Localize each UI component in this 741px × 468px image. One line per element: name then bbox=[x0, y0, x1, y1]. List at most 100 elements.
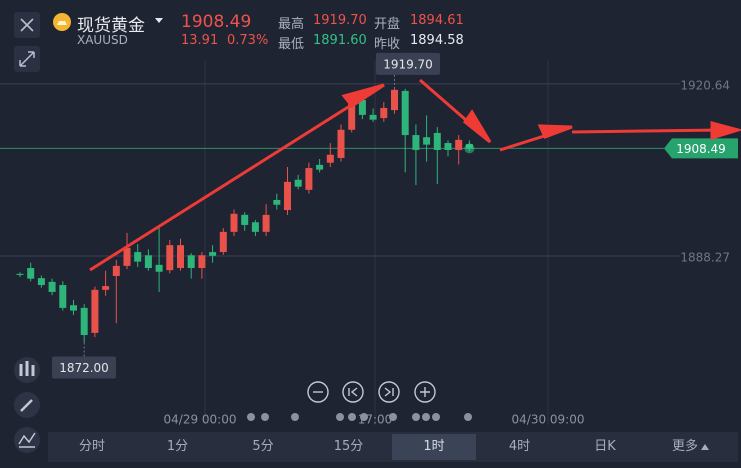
period-tab[interactable]: 1时 bbox=[392, 434, 476, 460]
candle-body bbox=[91, 289, 99, 333]
arrow-line bbox=[571, 128, 723, 134]
y-tick-label: 1888.27 bbox=[680, 250, 730, 264]
candle-body bbox=[401, 90, 409, 136]
period-tab[interactable]: 15分 bbox=[307, 434, 391, 460]
candle-body bbox=[27, 268, 35, 279]
candle-body bbox=[166, 245, 174, 271]
candle-body bbox=[219, 231, 227, 253]
candle-body bbox=[433, 132, 441, 150]
candle-body bbox=[144, 255, 152, 269]
tab-label: 更多 bbox=[671, 439, 698, 454]
instrument-symbol: XAUUSD bbox=[77, 33, 128, 47]
scroll-start-icon bbox=[348, 387, 358, 397]
candle-body bbox=[358, 99, 366, 115]
candle-body bbox=[177, 245, 184, 269]
candle-body bbox=[70, 305, 77, 311]
candle-body bbox=[444, 143, 452, 150]
candle-body bbox=[262, 214, 270, 232]
candle-body bbox=[391, 89, 398, 111]
dot bbox=[389, 413, 397, 421]
last-glow bbox=[464, 143, 475, 154]
candle-body bbox=[412, 135, 420, 150]
candle-body bbox=[337, 129, 345, 158]
candle-body bbox=[187, 255, 195, 269]
candle-body bbox=[230, 213, 238, 232]
candle-body bbox=[380, 107, 388, 119]
zoom-out[interactable] bbox=[307, 381, 329, 403]
stat-label: 开盘 bbox=[374, 17, 401, 32]
candle-body bbox=[59, 285, 67, 308]
dot bbox=[412, 413, 420, 421]
x-tick-label: 04/30 09:00 bbox=[512, 413, 585, 427]
scroll-end[interactable] bbox=[378, 381, 400, 403]
stat-label: 最低 bbox=[278, 37, 305, 52]
candle-body bbox=[251, 222, 259, 232]
candle-body bbox=[80, 307, 88, 336]
period-tab[interactable]: 5分 bbox=[221, 434, 305, 460]
stat-value: 1891.60 bbox=[313, 33, 367, 48]
trend-arrows bbox=[89, 78, 741, 272]
candle-body bbox=[155, 264, 163, 272]
zoom-controls bbox=[307, 381, 436, 403]
candle-body bbox=[123, 247, 131, 266]
dot bbox=[432, 413, 440, 421]
candle-body bbox=[16, 273, 24, 275]
stat-value: 1894.61 bbox=[410, 13, 464, 28]
period-tab[interactable]: 1分 bbox=[136, 434, 220, 460]
tab-label: 4时 bbox=[508, 439, 531, 454]
low-tag bbox=[52, 356, 116, 379]
candle-body bbox=[48, 281, 56, 292]
candle-body bbox=[294, 179, 302, 187]
tab-label: 分时 bbox=[78, 439, 105, 454]
last-price-tag bbox=[664, 138, 738, 159]
dropdown-caret[interactable] bbox=[155, 18, 163, 23]
candle-body bbox=[198, 255, 206, 269]
dot bbox=[348, 413, 356, 421]
arrow-line bbox=[89, 90, 373, 272]
zoom-in[interactable] bbox=[414, 381, 436, 403]
tab-label: 日K bbox=[594, 439, 616, 454]
scroll-end-icon bbox=[384, 387, 394, 397]
dot bbox=[336, 413, 344, 421]
dot bbox=[291, 413, 299, 421]
period-tab[interactable]: 4时 bbox=[478, 434, 562, 460]
y-tick-label: 1920.64 bbox=[680, 78, 730, 92]
candle-body bbox=[241, 214, 249, 225]
candle-body bbox=[102, 286, 110, 290]
candle-body bbox=[134, 252, 142, 262]
zoom-in-icon bbox=[420, 387, 430, 397]
indicator-icon bbox=[19, 361, 35, 376]
candle-body bbox=[369, 114, 377, 120]
period-tab[interactable]: 日K bbox=[563, 434, 647, 460]
dot bbox=[247, 413, 255, 421]
price-change-pct: 0.73% bbox=[227, 33, 269, 48]
candle-body bbox=[326, 154, 334, 163]
instrument-name[interactable]: 现货黄金 bbox=[77, 16, 145, 36]
candle-body bbox=[423, 137, 431, 145]
candle-body bbox=[37, 278, 45, 286]
dot bbox=[422, 413, 430, 421]
scroll-start[interactable] bbox=[342, 381, 364, 403]
period-tab[interactable]: 更多 bbox=[649, 434, 733, 460]
dot bbox=[261, 413, 269, 421]
stat-value: 1919.70 bbox=[313, 13, 367, 28]
page-dots bbox=[247, 413, 472, 421]
tab-label: 5分 bbox=[252, 439, 274, 454]
high-label: 1919.70 bbox=[383, 57, 433, 71]
arrow-head bbox=[710, 121, 741, 141]
tab-label: 15分 bbox=[333, 439, 364, 454]
candle-body bbox=[305, 168, 313, 190]
candle-body bbox=[348, 99, 356, 130]
expand-icon bbox=[19, 51, 35, 67]
arrow-head bbox=[341, 83, 385, 109]
last-price: 1908.49 bbox=[181, 12, 252, 32]
stat-label: 昨收 bbox=[374, 37, 401, 52]
period-tab[interactable]: 分时 bbox=[50, 434, 134, 460]
arrow-head bbox=[537, 124, 573, 139]
chart-type-icon bbox=[18, 432, 36, 448]
arrow-head bbox=[462, 109, 492, 144]
low-label: 1872.00 bbox=[59, 361, 109, 375]
